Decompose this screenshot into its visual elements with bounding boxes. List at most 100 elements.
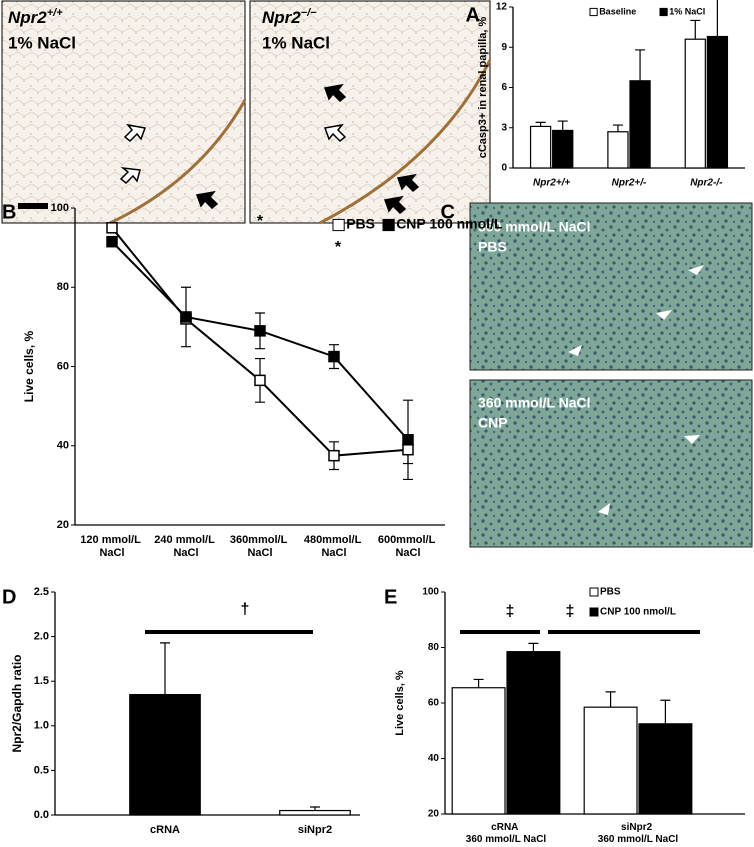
marker — [106, 235, 118, 248]
image-label: PBS — [478, 239, 507, 255]
annotation: * — [257, 213, 264, 230]
error-bar — [690, 19, 701, 40]
y-tick-label: 60 — [57, 360, 69, 372]
error-bar — [528, 642, 539, 652]
y-tick-label: 2.0 — [34, 631, 49, 643]
legend-swatch — [589, 607, 599, 617]
y-tick-label: 40 — [428, 753, 440, 764]
x-tick-label: Npr2+/+ — [533, 178, 570, 189]
bar — [607, 131, 629, 169]
error-bar — [535, 121, 546, 127]
y-tick-label: 20 — [428, 809, 440, 820]
x-tick-label: 600mmol/L NaCl — [378, 534, 438, 559]
bar — [583, 706, 638, 815]
legend-swatch — [659, 7, 668, 17]
label-line: NaCl — [99, 547, 124, 559]
marker — [106, 222, 118, 234]
label-line: 600mmol/L — [378, 534, 438, 546]
label-line: 360mmol/L — [230, 534, 290, 546]
error-bar — [635, 49, 646, 81]
y-tick-label: 40 — [57, 440, 69, 452]
legend-label: 1% NaCl — [669, 6, 705, 16]
label-line: siNpr2 — [621, 822, 655, 833]
micrograph — [249, 0, 491, 224]
y-axis-label: cCasp3+ in renal papilla, % — [477, 17, 489, 159]
error-bar — [557, 120, 568, 131]
bar — [684, 38, 706, 169]
x-tick-label: cRNA — [150, 824, 180, 836]
marker — [328, 350, 340, 363]
y-tick-label: 1.5 — [34, 675, 49, 687]
y-tick-label: 100 — [422, 587, 439, 598]
bar — [629, 80, 651, 169]
label-line: cRNA — [491, 822, 521, 833]
panel-label: E — [384, 586, 397, 608]
y-tick-label: 80 — [57, 281, 69, 293]
y-tick-label: 20 — [57, 519, 69, 531]
tissue-edge — [109, 99, 247, 225]
error-bar — [612, 124, 623, 132]
cell-image — [469, 202, 753, 371]
label-line: NaCl — [247, 547, 272, 559]
y-tick-label: 9 — [501, 42, 507, 53]
condition: 1% NaCl — [8, 33, 76, 52]
label-line: 240 mmol/L — [154, 534, 217, 546]
label-line: NaCl — [173, 547, 198, 559]
legend-label: PBS — [600, 587, 621, 598]
annotation: ‡ — [506, 603, 515, 620]
bar — [279, 809, 351, 816]
legend-swatch — [589, 7, 598, 17]
label-line: 120 mmol/L — [80, 534, 143, 546]
marker — [254, 325, 266, 337]
bar — [552, 129, 574, 169]
legend-swatch — [589, 587, 599, 597]
image-label: CNP — [478, 415, 508, 431]
panel-label: B — [2, 201, 16, 223]
error-bar — [716, 0, 718, 37]
y-tick-label: 100 — [51, 202, 69, 214]
error-bar — [660, 699, 671, 724]
legend-swatch — [382, 218, 395, 232]
legend-label: PBS — [346, 216, 375, 232]
annotation: ‡ — [566, 603, 575, 620]
marker — [402, 434, 414, 446]
error-bar — [605, 691, 616, 708]
legend-label: Baseline — [599, 6, 636, 16]
annotation: * — [335, 239, 342, 256]
marker — [254, 374, 266, 387]
y-tick-label: 12 — [496, 2, 508, 13]
y-axis-label: Npr2/Gapdh ratio — [10, 654, 24, 752]
legend-label: CNP 100 nmol/L — [396, 216, 503, 232]
x-tick-label: siNpr2 360 mmol/L NaCl — [598, 822, 679, 845]
marker — [402, 443, 414, 456]
y-tick-label: 0.0 — [34, 809, 49, 821]
y-tick-label: 0 — [501, 163, 507, 174]
bar — [451, 687, 506, 815]
y-tick-label: 2.5 — [34, 586, 49, 598]
y-tick-label: 0.5 — [34, 764, 49, 776]
panel-label: A — [466, 4, 480, 26]
bar — [529, 125, 552, 169]
label-line: NaCl — [395, 547, 420, 559]
panel-label: D — [2, 586, 16, 608]
condition: 1% NaCl — [262, 33, 330, 52]
x-tick-label: siNpr2 — [298, 824, 332, 836]
y-axis-label: Live cells, % — [394, 670, 406, 736]
legend-label: CNP 100 nmol/L — [600, 607, 676, 618]
label-line: 480mmol/L — [304, 534, 364, 546]
bar — [706, 35, 729, 169]
error-bar — [160, 642, 170, 695]
y-tick-label: 1.0 — [34, 720, 49, 732]
genotype: Npr2−/− — [262, 7, 317, 28]
x-tick-label: Npr2-/- — [690, 178, 723, 189]
arrowheads — [568, 265, 704, 515]
x-tick-label: 360mmol/L NaCl — [230, 534, 290, 559]
x-tick-label: Npr2+/- — [612, 178, 647, 189]
x-tick-label: 120 mmol/L NaCl — [80, 534, 143, 559]
error-bar — [473, 678, 484, 688]
bar — [129, 693, 201, 816]
cell-image — [469, 379, 753, 548]
annotation: † — [241, 601, 250, 618]
image-label: 360 mmol/L NaCl — [478, 395, 591, 411]
y-axis-label: Live cells, % — [22, 330, 36, 402]
